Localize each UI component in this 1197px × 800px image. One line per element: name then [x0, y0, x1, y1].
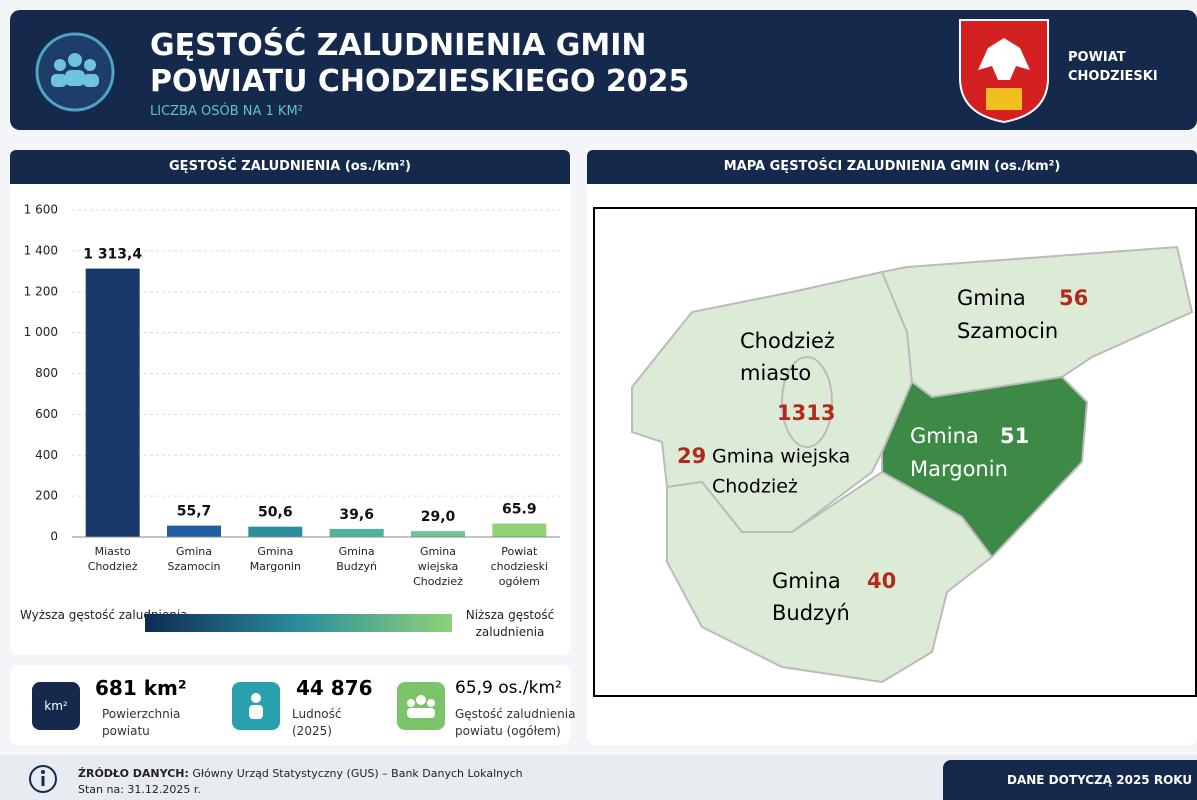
region	[666, 470, 994, 684]
value-label: 65.9	[502, 502, 537, 518]
value-label: 55,7	[177, 504, 212, 520]
region-value: 29	[677, 444, 706, 468]
y-tick-label: 200	[35, 489, 58, 503]
region-name: Szamocin	[957, 319, 1058, 343]
source: ŹRÓDŁO DANYCH: Główny Urząd Statystyczny…	[78, 766, 523, 798]
info-icon	[29, 765, 57, 793]
region-name: Gmina wiejska	[712, 446, 850, 468]
stat-value: 44 876	[296, 676, 373, 700]
y-tick-label: 800	[35, 366, 58, 380]
bar	[85, 268, 140, 537]
subtitle: LICZBA OSÓB NA 1 KM²	[150, 104, 303, 119]
stat-label-line: powiatu (ogółem)	[455, 724, 561, 738]
stat-icon: km²	[32, 682, 80, 730]
title-line: POWIATU CHODZIESKIEGO 2025	[150, 64, 690, 99]
stat-icon	[397, 682, 445, 730]
y-tick-label: 1 400	[24, 243, 58, 257]
value-label: 50,6	[258, 505, 293, 521]
x-tick-label: Miasto Chodzież	[87, 545, 138, 573]
y-tick-label: 600	[35, 407, 58, 421]
footer-note: DANE DOTYCZĄ 2025 ROKU	[943, 760, 1197, 800]
stat-label-line: Ludność	[292, 707, 342, 721]
coat-of-arms	[959, 19, 1049, 124]
value-label: 29,0	[421, 509, 456, 525]
region-name: Gmina	[957, 286, 1026, 310]
stat-value: 681 km²	[95, 676, 187, 700]
x-tick-label: Gmina Margonin	[249, 545, 301, 573]
region-value: 51	[1000, 424, 1029, 448]
bar	[248, 526, 303, 537]
chart: 0 200 400 600 800 1 000 1 200 1 400 1 600 1 313,4…	[24, 203, 560, 541]
region-value: 1313	[777, 401, 835, 425]
map-title: MAPA GĘSTOŚCI ZALUDNIENIA GMIN (os./km²)	[587, 150, 1197, 184]
region	[781, 356, 833, 448]
stat-label: Gęstość zaludnienia powiatu (ogółem)	[455, 706, 575, 740]
county: POWIAT CHODZIESKI	[1068, 48, 1158, 86]
bar	[411, 531, 465, 537]
x-tick-label: Gmina Szamocin	[167, 545, 221, 573]
county-line: CHODZIESKI	[1068, 69, 1158, 84]
region-name: Gmina	[910, 424, 979, 448]
y-tick-label: 400	[35, 448, 58, 462]
stat-label: Ludność (2025)	[292, 706, 342, 740]
y-tick-label: 1 000	[24, 325, 58, 339]
region-name: Chodzież	[712, 476, 798, 498]
bar	[329, 528, 384, 537]
stat-value: 65,9 os./km²	[455, 678, 562, 698]
bar	[492, 523, 547, 537]
x-tick-label: Powiat chodzieski ogółem	[490, 545, 549, 588]
stat-label-line: Gęstość zaludnienia	[455, 707, 576, 721]
bar	[167, 525, 221, 537]
stats-panel	[10, 665, 570, 745]
region-value: 40	[867, 569, 896, 593]
region	[631, 270, 914, 533]
source-text: Główny Urząd Statystyczny (GUS) – Bank D…	[192, 767, 523, 780]
region-name: Chodzież	[740, 329, 835, 353]
stat-label-line: Powierzchnia	[102, 707, 181, 721]
region	[880, 245, 1194, 399]
map: Chodzież miasto 1313 29 Gmina wiejska Ch…	[593, 207, 1197, 697]
chart-title: GĘSTOŚĆ ZALUDNIENIA (os./km²)	[10, 150, 570, 184]
title: GĘSTOŚĆ ZALUDNIENIA GMIN POWIATU CHODZIES…	[150, 28, 689, 100]
header-icon	[35, 32, 115, 112]
y-tick-label: 0	[50, 530, 58, 541]
stat-label: Powierzchnia powiatu	[102, 706, 180, 740]
legend-right: Niższa gęstość zaludnienia	[465, 608, 555, 639]
title-line: GĘSTOŚĆ ZALUDNIENIA GMIN	[150, 28, 647, 63]
x-tick-label: Gmina Budzyń	[336, 545, 378, 573]
stat-label-line: (2025)	[292, 724, 332, 738]
value-label: 39,6	[339, 507, 374, 523]
y-tick-label: 1 600	[24, 203, 58, 217]
region-name: Margonin	[910, 457, 1008, 481]
county-line: POWIAT	[1068, 50, 1126, 65]
source-date: Stan na: 31.12.2025 r.	[78, 783, 201, 796]
source-label: ŹRÓDŁO DANYCH:	[78, 767, 189, 780]
y-tick-label: 1 200	[24, 284, 58, 298]
stat-icon	[232, 682, 280, 730]
region-name: Budzyń	[772, 601, 850, 625]
x-tick-label: Gmina wiejska Chodzież	[413, 545, 463, 588]
value-label: 1 313,4	[83, 247, 142, 263]
region-name: Gmina	[772, 569, 841, 593]
region-name: miasto	[740, 361, 811, 385]
stat-label-line: powiatu	[102, 724, 150, 738]
legend-gradient	[145, 614, 452, 632]
region-value: 56	[1059, 286, 1088, 310]
